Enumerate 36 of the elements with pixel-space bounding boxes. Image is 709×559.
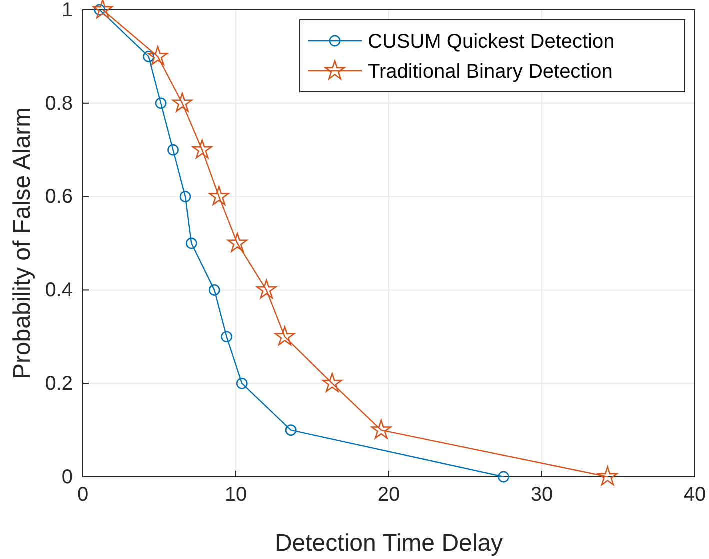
y-tick-label: 1 bbox=[62, 0, 73, 22]
point bbox=[227, 232, 248, 252]
y-tick-label: 0 bbox=[62, 466, 73, 488]
point bbox=[180, 191, 192, 202]
y-axis-title: Probability of False Alarm bbox=[9, 107, 36, 380]
point bbox=[208, 284, 220, 296]
point bbox=[143, 51, 154, 62]
point bbox=[221, 331, 233, 343]
point bbox=[598, 466, 618, 486]
point bbox=[155, 98, 167, 110]
x-tick-label: 20 bbox=[378, 484, 400, 506]
point bbox=[148, 46, 168, 66]
y-tick-label: 0.8 bbox=[45, 92, 73, 115]
x-tick-label: 30 bbox=[530, 484, 554, 506]
point bbox=[371, 420, 392, 439]
point bbox=[236, 378, 248, 390]
legend-label: CUSUM Quickest Detection bbox=[368, 31, 615, 53]
x-axis-title: Detection Time Delay bbox=[274, 530, 504, 557]
point bbox=[256, 280, 277, 299]
point bbox=[285, 424, 297, 436]
point bbox=[172, 92, 193, 112]
point bbox=[168, 144, 179, 156]
x-tick-label: 40 bbox=[684, 484, 706, 506]
point bbox=[92, 0, 113, 19]
point bbox=[186, 238, 198, 250]
point bbox=[274, 326, 296, 346]
y-tick-label: 0.2 bbox=[45, 373, 73, 395]
point bbox=[498, 471, 510, 483]
x-tick-label: 10 bbox=[224, 484, 248, 506]
point bbox=[209, 186, 230, 206]
y-tick-label: 0.6 bbox=[45, 186, 73, 208]
point bbox=[192, 140, 212, 159]
x-tick-label: 0 bbox=[77, 484, 89, 506]
legend-label: Traditional Binary Detection bbox=[368, 61, 613, 83]
y-tick-label: 0.4 bbox=[45, 280, 73, 302]
point bbox=[322, 373, 342, 392]
